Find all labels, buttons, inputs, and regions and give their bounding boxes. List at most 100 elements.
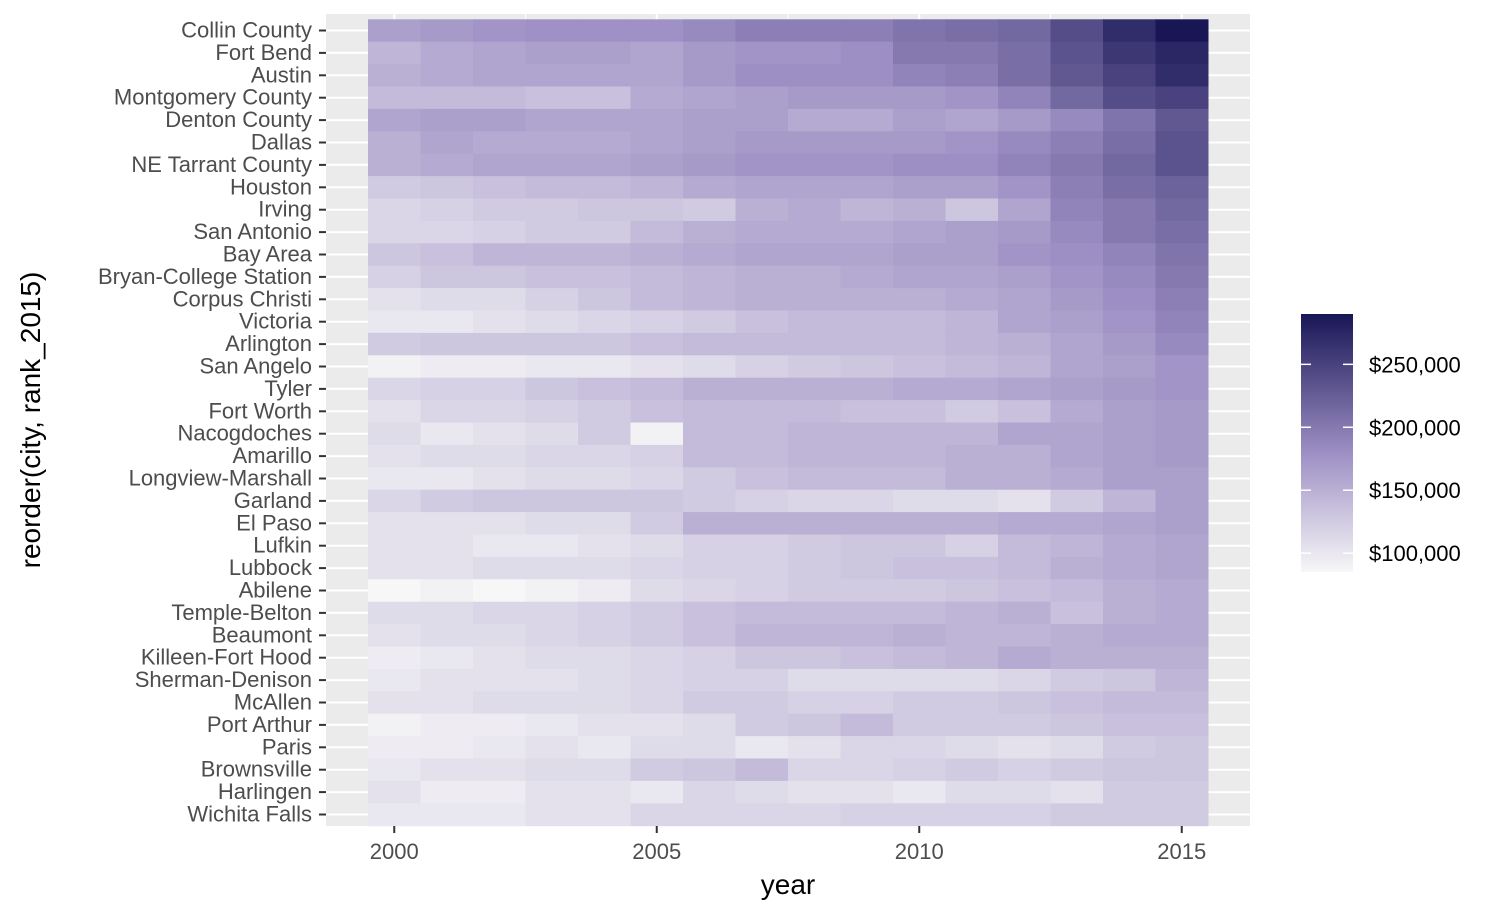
heatmap-cell	[1050, 400, 1104, 423]
heatmap-cell	[1103, 758, 1156, 782]
heatmap-cell	[945, 422, 999, 446]
heatmap-cell	[1050, 288, 1104, 311]
heatmap-cell	[578, 556, 631, 580]
heatmap-cell	[1155, 780, 1209, 804]
heatmap-cell	[525, 467, 579, 491]
y-tick-label: Victoria	[239, 309, 313, 334]
heatmap-cell	[840, 691, 894, 715]
heatmap-cell	[1050, 601, 1104, 625]
heatmap-cell	[1103, 467, 1156, 491]
heatmap-cell	[473, 400, 526, 423]
heatmap-cell	[1050, 198, 1104, 222]
heatmap-cell	[1050, 131, 1104, 155]
heatmap-cell	[368, 288, 421, 311]
heatmap-cell	[473, 332, 526, 356]
heatmap-cell	[1155, 355, 1209, 379]
heatmap-cell	[945, 601, 999, 625]
heatmap-cell	[578, 19, 631, 43]
heatmap-cell	[368, 86, 421, 110]
heatmap-cell	[735, 713, 789, 737]
x-tick-label: 2000	[370, 839, 419, 864]
heatmap-cell	[525, 400, 579, 423]
x-tick-label: 2005	[632, 839, 681, 864]
heatmap-cell	[525, 534, 579, 558]
y-tick-label: Wichita Falls	[187, 802, 312, 827]
heatmap-cell	[735, 198, 789, 222]
heatmap-cell	[998, 780, 1051, 804]
heatmap-cell	[525, 601, 579, 625]
heatmap-cell	[998, 601, 1051, 625]
heatmap-cell	[893, 400, 946, 423]
heatmap-cell	[525, 332, 579, 356]
heatmap-cell	[473, 803, 526, 827]
heatmap-cell	[735, 624, 789, 647]
heatmap-cell	[788, 534, 841, 558]
heatmap-cell	[368, 422, 421, 446]
heatmap-cell	[1103, 243, 1156, 267]
heatmap-cell	[1050, 41, 1104, 65]
heatmap-cell	[840, 422, 894, 446]
heatmap-cell	[420, 422, 474, 446]
heatmap-cell	[525, 579, 579, 603]
heatmap-cell	[788, 668, 841, 692]
heatmap-cell	[788, 377, 841, 401]
heatmap-cell	[735, 534, 789, 558]
heatmap-cell	[525, 41, 579, 65]
heatmap-cell	[945, 579, 999, 603]
heatmap-cell	[420, 467, 474, 491]
heatmap-cell	[420, 400, 474, 423]
y-tick-label: Port Arthur	[207, 712, 312, 737]
heatmap-cell	[1155, 624, 1209, 647]
heatmap-cell	[630, 444, 684, 468]
heatmap-cell	[893, 41, 946, 65]
heatmap-cell	[368, 556, 421, 580]
heatmap-cell	[1050, 736, 1104, 759]
heatmap-cell	[420, 512, 474, 535]
heatmap-cell	[945, 332, 999, 356]
heatmap-cell	[473, 624, 526, 647]
heatmap-cell	[683, 288, 736, 311]
heatmap-cell	[368, 41, 421, 65]
heatmap-cell	[945, 736, 999, 759]
heatmap-cell	[683, 668, 736, 692]
heatmap-cell	[945, 41, 999, 65]
heatmap-cell	[735, 646, 789, 670]
heatmap-cell	[788, 86, 841, 110]
heatmap-cell	[1155, 512, 1209, 535]
heatmap-cell	[473, 355, 526, 379]
heatmap-cell	[945, 691, 999, 715]
heatmap-cell	[998, 220, 1051, 244]
heatmap-cell	[788, 624, 841, 647]
heatmap-cell	[368, 108, 421, 132]
heatmap-cell	[1103, 41, 1156, 65]
heatmap-cell	[578, 377, 631, 401]
heatmap-cell	[630, 19, 684, 43]
heatmap-cell	[525, 668, 579, 692]
heatmap-cell	[788, 691, 841, 715]
heatmap-cell	[840, 803, 894, 827]
heatmap-cell	[735, 579, 789, 603]
heatmap-cell	[1050, 512, 1104, 535]
heatmap-cell	[578, 310, 631, 334]
y-tick-label: Sherman-Denison	[135, 667, 312, 692]
heatmap-cell	[578, 803, 631, 827]
heatmap-cell	[368, 243, 421, 267]
heatmap-cell	[945, 86, 999, 110]
legend-ticks: $100,000 $150,000 $200,000 $250,000	[1301, 352, 1461, 566]
heatmap-cell	[368, 579, 421, 603]
y-tick-label: Paris	[262, 734, 312, 759]
heatmap-cell	[473, 646, 526, 670]
heatmap-cell	[473, 556, 526, 580]
heatmap-cell	[840, 108, 894, 132]
heatmap-cell	[998, 803, 1051, 827]
heatmap-cell	[945, 803, 999, 827]
y-tick-label: Bryan-College Station	[98, 264, 312, 289]
heatmap-cell	[1103, 153, 1156, 177]
heatmap-cell	[840, 444, 894, 468]
heatmap-cell	[1103, 489, 1156, 513]
heatmap-cell	[1155, 803, 1209, 827]
heatmap-cell	[1103, 646, 1156, 670]
heatmap-cell	[473, 534, 526, 558]
heatmap-cell	[683, 265, 736, 289]
